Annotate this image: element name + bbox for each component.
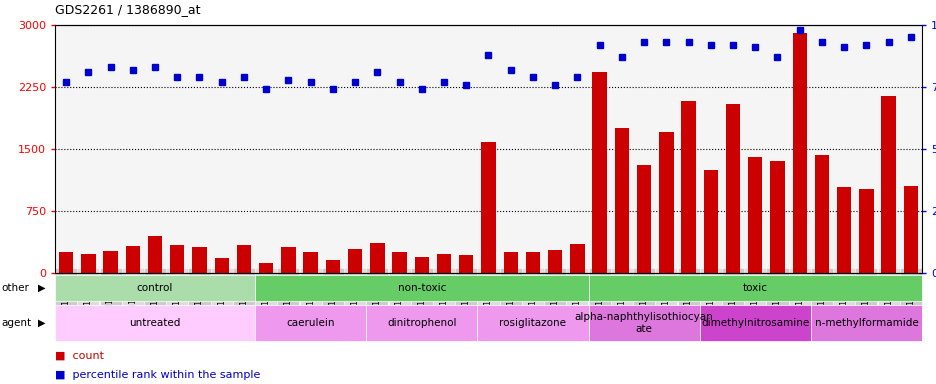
Text: ▶: ▶	[38, 283, 46, 293]
Bar	[392, 252, 406, 273]
Bar	[81, 254, 95, 273]
Bar	[303, 252, 317, 273]
Bar	[614, 128, 628, 273]
Bar	[703, 170, 717, 273]
Text: untreated: untreated	[129, 318, 181, 328]
Text: ■  percentile rank within the sample: ■ percentile rank within the sample	[55, 370, 260, 380]
Bar	[255, 305, 366, 341]
Text: rosiglitazone: rosiglitazone	[499, 318, 566, 328]
Bar	[414, 257, 429, 273]
Bar	[436, 254, 451, 273]
Bar	[258, 263, 273, 273]
Text: caerulein: caerulein	[286, 318, 334, 328]
Text: GDS2261 / 1386890_at: GDS2261 / 1386890_at	[55, 3, 200, 16]
Bar	[658, 132, 673, 273]
Bar	[347, 249, 362, 273]
Bar	[476, 305, 588, 341]
Bar	[747, 157, 762, 273]
Bar	[481, 142, 495, 273]
Bar	[237, 245, 251, 273]
Text: dimethylnitrosamine: dimethylnitrosamine	[700, 318, 809, 328]
Bar	[902, 186, 917, 273]
Bar	[169, 245, 184, 273]
Text: dinitrophenol: dinitrophenol	[387, 318, 456, 328]
Bar	[59, 252, 73, 273]
Text: other: other	[1, 283, 29, 293]
Bar	[255, 275, 588, 301]
Bar	[836, 187, 851, 273]
Bar	[281, 247, 296, 273]
Bar	[810, 305, 921, 341]
Bar	[881, 96, 895, 273]
Text: agent: agent	[1, 318, 31, 328]
Bar	[148, 236, 162, 273]
Text: control: control	[137, 283, 173, 293]
Bar	[366, 305, 476, 341]
Bar	[525, 252, 540, 273]
Text: n-methylformamide: n-methylformamide	[813, 318, 917, 328]
Bar	[503, 252, 518, 273]
Bar	[814, 155, 828, 273]
Bar	[192, 247, 207, 273]
Bar	[588, 275, 921, 301]
Bar	[55, 305, 255, 341]
Bar	[370, 243, 384, 273]
Bar	[55, 275, 255, 301]
Bar	[459, 255, 473, 273]
Text: toxic: toxic	[742, 283, 767, 293]
Bar	[858, 189, 872, 273]
Bar	[725, 104, 739, 273]
Text: non-toxic: non-toxic	[397, 283, 446, 293]
Bar	[326, 260, 340, 273]
Bar	[699, 305, 810, 341]
Bar	[636, 165, 651, 273]
Bar	[125, 246, 139, 273]
Bar	[792, 33, 806, 273]
Bar	[592, 72, 607, 273]
Bar	[103, 251, 118, 273]
Bar	[680, 101, 695, 273]
Bar	[588, 305, 699, 341]
Bar	[548, 250, 562, 273]
Text: alpha-naphthylisothiocyan
ate: alpha-naphthylisothiocyan ate	[574, 312, 712, 334]
Bar	[769, 161, 783, 273]
Text: ■  count: ■ count	[55, 351, 104, 361]
Bar	[214, 258, 228, 273]
Bar	[570, 244, 584, 273]
Text: ▶: ▶	[38, 318, 46, 328]
